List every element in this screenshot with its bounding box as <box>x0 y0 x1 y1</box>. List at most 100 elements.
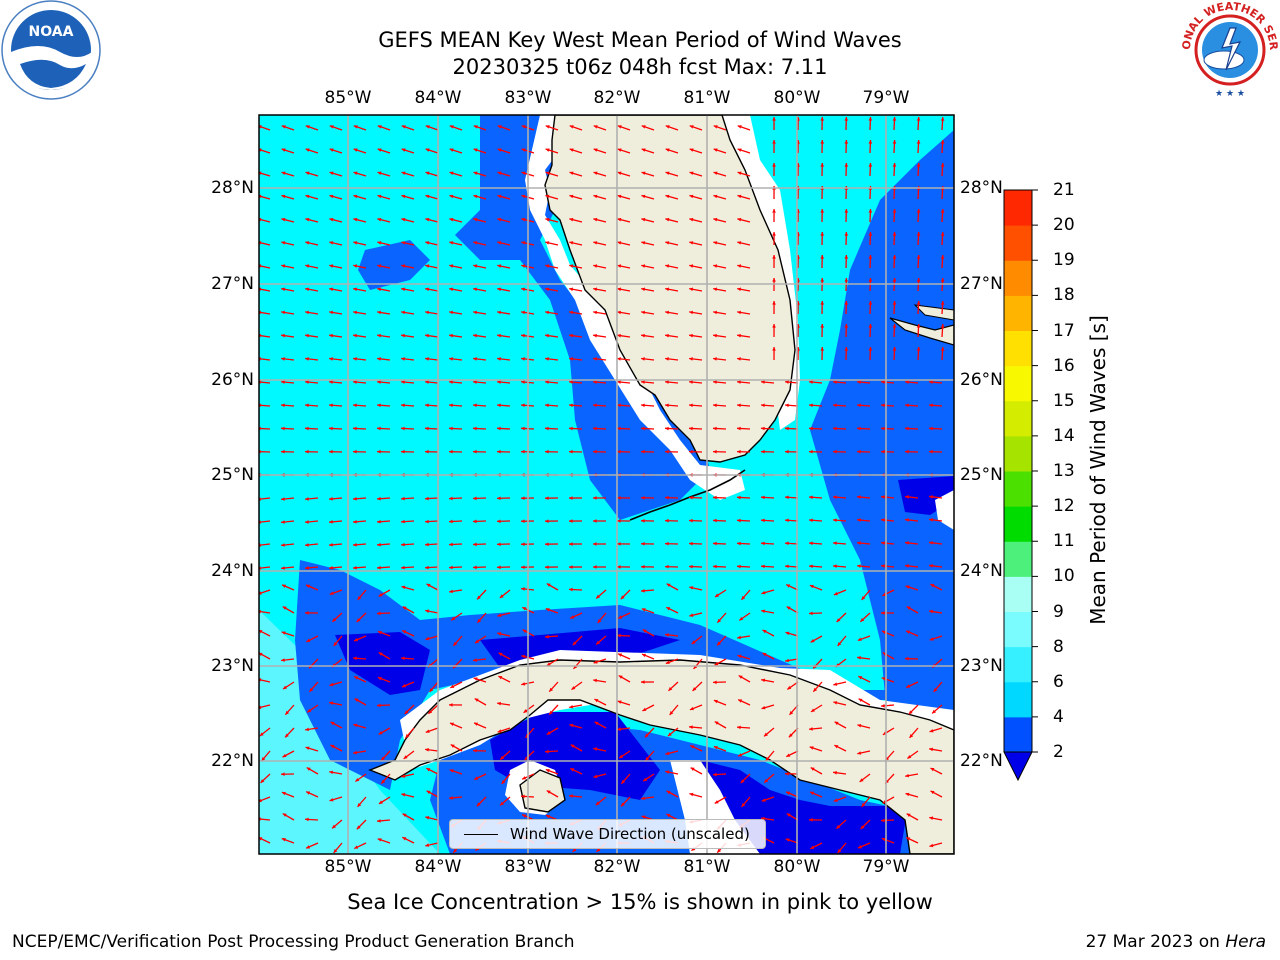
wind-wave-arrow-head <box>868 278 873 282</box>
wind-wave-arrow-head <box>425 496 429 501</box>
wind-wave-arrow-head <box>449 264 454 268</box>
wind-wave-arrow-head <box>689 380 693 384</box>
wind-wave-arrow-head <box>305 426 309 431</box>
wind-wave-arrow-head <box>449 194 454 199</box>
wind-wave-arrow-head <box>689 706 694 711</box>
wind-wave-arrow-head <box>881 611 885 615</box>
wind-wave-arrow-head <box>305 543 309 547</box>
wind-wave-arrow-head <box>377 819 381 823</box>
wind-wave-arrow-head <box>329 591 334 595</box>
wind-wave-arrow-head <box>906 813 911 817</box>
wind-wave-arrow-head <box>497 333 501 338</box>
wind-wave-arrow-head <box>305 727 309 732</box>
wind-wave-arrow-head <box>329 403 333 408</box>
wind-wave-arrow-head <box>570 615 575 619</box>
wind-wave-arrow-head <box>593 496 597 500</box>
wind-wave-arrow-head <box>857 637 862 641</box>
wind-wave-arrow-head <box>810 791 815 796</box>
wind-wave-arrow-head <box>305 403 309 408</box>
wind-wave-arrow-head <box>741 595 746 600</box>
wind-wave-arrow-head <box>449 403 453 408</box>
wind-wave-arrow-head <box>881 426 885 431</box>
wind-wave-arrow-head <box>820 324 825 328</box>
wind-wave-arrow-head <box>940 278 945 282</box>
wind-wave-arrow-head <box>305 333 309 338</box>
wind-wave-arrow-head <box>857 656 861 660</box>
wind-wave-arrow-head <box>473 194 478 199</box>
lat-tick-left: 28°N <box>211 178 254 198</box>
wind-wave-arrow-head <box>641 194 646 199</box>
wind-wave-arrow-head <box>425 287 430 292</box>
wind-wave-arrow-head <box>473 171 478 176</box>
wind-wave-arrow-head <box>641 217 646 222</box>
wind-wave-arrow-head <box>545 403 549 408</box>
wind-wave-arrow-head <box>617 241 622 245</box>
wind-wave-arrow-head <box>737 541 741 546</box>
wind-wave-arrow-head <box>329 682 334 687</box>
wind-wave-arrow-head <box>761 495 765 500</box>
wind-wave-arrow-head <box>932 709 936 714</box>
wind-wave-arrow-head <box>737 654 742 659</box>
wind-wave-arrow-head <box>859 778 864 782</box>
wind-wave-arrow-head <box>641 380 645 384</box>
wind-wave-arrow-head <box>353 723 358 728</box>
lat-tick-right: 24°N <box>960 561 1003 581</box>
wind-wave-arrow-head <box>833 449 837 454</box>
wind-wave-arrow-head <box>713 217 718 222</box>
wind-wave-arrow-head <box>281 772 285 777</box>
wind-wave-arrow-head <box>787 685 792 690</box>
wind-wave-arrow-head <box>916 140 921 144</box>
wind-wave-arrow-head <box>785 631 790 636</box>
wind-wave-arrow-head <box>353 449 357 454</box>
wind-wave-arrow-head <box>737 287 742 292</box>
wind-wave-arrow-head <box>906 606 911 610</box>
wind-wave-arrow-head <box>569 217 574 222</box>
wind-wave-arrow-head <box>401 585 406 590</box>
wind-wave-arrow-head <box>281 566 285 570</box>
wind-wave-arrow-head <box>668 687 673 691</box>
wind-wave-arrow-head <box>259 732 264 737</box>
wind-wave-arrow-head <box>642 707 647 711</box>
wind-wave-arrow-head <box>641 426 645 431</box>
wind-wave-arrow-head <box>401 217 406 222</box>
wind-wave-arrow-head <box>569 587 573 592</box>
wind-wave-arrow-head <box>596 594 601 599</box>
wind-wave-arrow-head <box>916 117 921 121</box>
wind-wave-arrow-head <box>593 519 597 523</box>
wind-wave-arrow-head <box>281 171 286 176</box>
wind-wave-arrow-head <box>281 497 285 501</box>
colorbar-tick-label: 17 <box>1053 320 1075 341</box>
wind-wave-arrow-head <box>785 495 789 500</box>
wind-wave-arrow-head <box>833 682 838 686</box>
wind-wave-arrow-head <box>545 749 549 754</box>
wind-wave-arrow-head <box>521 449 525 454</box>
wind-wave-arrow-head <box>305 194 310 199</box>
colorbar-segment <box>1004 576 1032 612</box>
wind-wave-arrow-head <box>772 255 776 259</box>
wind-wave-arrow-head <box>857 724 862 728</box>
wind-wave-arrow-head <box>377 519 381 524</box>
wind-wave-arrow-head <box>833 380 837 384</box>
wind-wave-arrow-head <box>905 792 910 797</box>
wind-wave-arrow-head <box>666 814 671 818</box>
wind-wave-arrow-head <box>377 217 382 222</box>
wind-wave-arrow-head <box>868 209 873 213</box>
wind-wave-arrow-head <box>909 733 914 738</box>
wind-wave-arrow-head <box>569 333 573 338</box>
wind-wave-arrow-head <box>665 148 670 152</box>
wind-wave-arrow-head <box>355 777 360 782</box>
wind-wave-arrow-head <box>353 496 357 501</box>
wind-wave-arrow-head <box>810 767 815 771</box>
wind-wave-arrow-head <box>593 333 597 338</box>
wind-wave-arrow-head <box>820 301 825 305</box>
wind-wave-arrow-head <box>833 798 838 802</box>
wind-wave-arrow-head <box>545 194 550 199</box>
wind-wave-arrow-head <box>713 772 717 777</box>
wind-wave-arrow-head <box>844 347 849 351</box>
wind-wave-arrow-head <box>545 148 550 152</box>
wind-wave-arrow-head <box>521 287 526 292</box>
wind-wave-arrow-head <box>692 687 697 691</box>
wind-wave-arrow-head <box>929 564 933 568</box>
wind-wave-arrow-head <box>378 652 383 656</box>
wind-wave-arrow-head <box>761 798 766 802</box>
